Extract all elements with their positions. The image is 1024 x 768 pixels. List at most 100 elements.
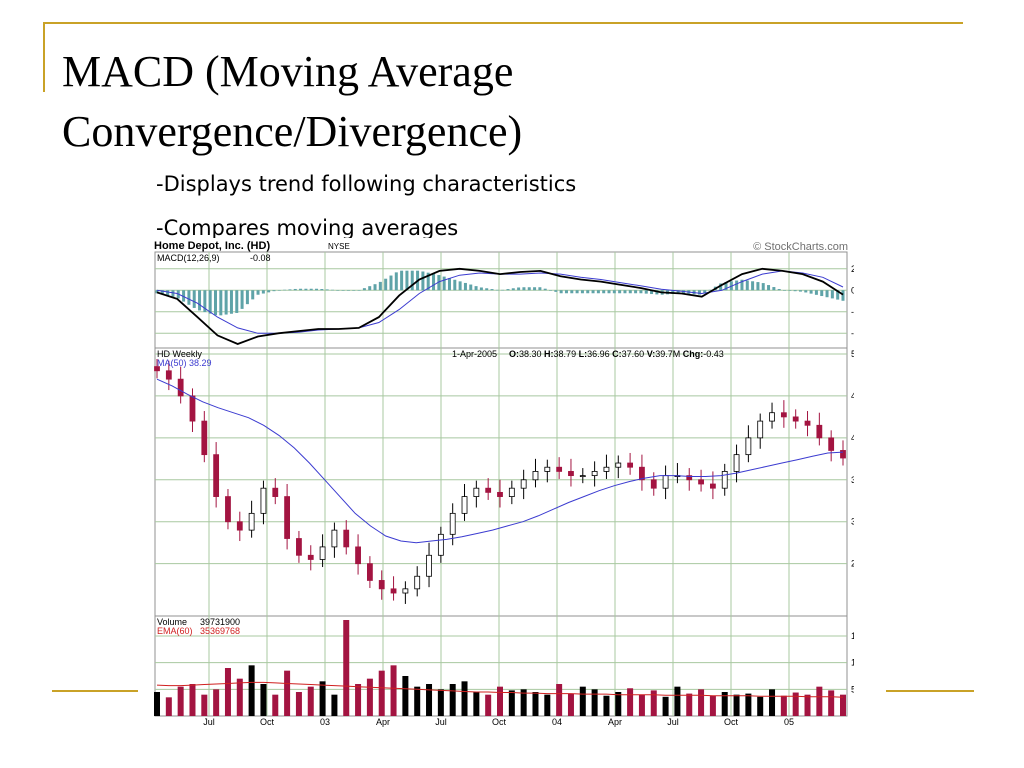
macd-histogram-bar xyxy=(495,289,499,291)
volume-bar xyxy=(698,689,705,716)
quote-date: 1-Apr-2005 xyxy=(452,349,497,359)
volume-bar xyxy=(733,694,740,716)
macd-line xyxy=(156,267,844,345)
candle-body xyxy=(745,437,752,456)
volume-bar xyxy=(426,684,433,716)
macd-histogram-bar xyxy=(708,289,712,291)
volume-bar xyxy=(615,692,622,716)
volume-bar xyxy=(757,696,764,716)
candle-body xyxy=(426,554,432,577)
candle-body xyxy=(721,471,728,489)
moving-average-line xyxy=(156,378,844,544)
volume-bar xyxy=(307,686,314,716)
candle-body xyxy=(816,424,823,439)
volume-bar xyxy=(544,694,551,716)
ema-value: 35369768 xyxy=(200,626,240,636)
candle-body xyxy=(544,466,551,472)
macd-histogram-bar xyxy=(378,281,382,291)
volume-bar xyxy=(780,695,787,716)
macd-histogram-bar xyxy=(591,290,595,294)
volume-bar xyxy=(378,670,385,716)
volume-bar xyxy=(662,696,669,716)
macd-histogram-bar xyxy=(490,289,494,291)
volume-bar xyxy=(840,694,846,716)
volume-bar xyxy=(177,686,184,716)
volume-bar xyxy=(485,694,492,716)
volume-bar xyxy=(745,693,752,716)
macd-histogram-bar xyxy=(251,290,255,300)
volume-bar xyxy=(769,689,776,716)
x-tick-label: Oct xyxy=(492,717,507,727)
macd-histogram-bar xyxy=(511,288,515,291)
candle-body xyxy=(709,483,716,489)
macd-histogram-bar xyxy=(155,290,159,294)
macd-histogram-bar xyxy=(644,290,648,294)
price-y-tick: 25 xyxy=(851,559,854,569)
macd-histogram-bar xyxy=(527,287,531,291)
macd-histogram-bar xyxy=(187,290,191,305)
macd-histogram-bar xyxy=(543,288,547,291)
macd-histogram-bar xyxy=(745,280,749,291)
macd-histogram-bar xyxy=(506,289,510,291)
macd-histogram-bar xyxy=(517,287,521,291)
ma-label: MA(50) 38.29 xyxy=(157,358,212,368)
macd-histogram-bar xyxy=(777,289,781,291)
volume-bar xyxy=(414,686,421,716)
macd-histogram-bar xyxy=(830,290,834,299)
candle-body xyxy=(225,496,231,523)
volume-bar xyxy=(603,695,610,716)
volume-bar xyxy=(319,681,326,716)
candle-body xyxy=(532,471,539,481)
macd-histogram-bar xyxy=(809,290,813,294)
macd-histogram-bar xyxy=(474,286,478,291)
candle-body xyxy=(568,471,574,477)
macd-histogram-bar xyxy=(634,290,638,294)
macd-histogram-bar xyxy=(501,289,505,291)
volume-bar xyxy=(343,620,350,716)
candle-body xyxy=(260,487,267,514)
macd-histogram-bar xyxy=(389,275,393,291)
macd-histogram-bar xyxy=(607,290,611,294)
volume-bar xyxy=(709,695,716,716)
candle-body xyxy=(154,366,160,372)
macd-histogram-bar xyxy=(309,288,313,291)
macd-histogram-bar xyxy=(299,288,303,291)
candle-body xyxy=(698,479,704,485)
volume-ema-line xyxy=(156,681,844,698)
volume-bar xyxy=(201,694,208,716)
candle-body xyxy=(520,479,527,489)
candle-body xyxy=(828,437,835,451)
chart-exchange: NYSE xyxy=(328,242,350,251)
macd-histogram-bar xyxy=(421,271,425,291)
volume-bar xyxy=(792,692,799,716)
volume-bar xyxy=(165,697,172,716)
macd-histogram-bar xyxy=(182,290,186,302)
macd-histogram-bar xyxy=(352,290,356,291)
volume-bar xyxy=(366,678,373,716)
volume-bar xyxy=(154,692,160,716)
volume-bar xyxy=(804,694,811,716)
candle-body xyxy=(485,487,492,493)
macd-value: -0.08 xyxy=(250,253,271,263)
price-plot xyxy=(154,359,846,604)
volume-bar xyxy=(331,694,338,716)
title-accent-vertical xyxy=(43,22,45,92)
macd-histogram-bar xyxy=(756,282,760,291)
macd-histogram-bar xyxy=(798,290,802,292)
macd-histogram-bar xyxy=(267,290,271,293)
candle-body xyxy=(331,529,338,548)
volume-bar xyxy=(828,690,835,716)
macd-histogram-bar xyxy=(697,290,701,295)
volume-bar xyxy=(390,665,397,716)
x-tick-label: Jul xyxy=(667,717,679,727)
volume-bar xyxy=(591,689,598,716)
candle-body xyxy=(213,454,220,497)
macd-histogram-bar xyxy=(166,290,170,296)
macd-histogram-bar xyxy=(602,290,606,294)
volume-bar xyxy=(627,688,634,716)
macd-histogram-bar xyxy=(740,279,744,291)
volume-bar xyxy=(260,684,267,716)
macd-histogram-bar xyxy=(293,288,297,291)
macd-histogram-bar xyxy=(330,289,334,291)
macd-histogram-bar xyxy=(368,286,372,291)
